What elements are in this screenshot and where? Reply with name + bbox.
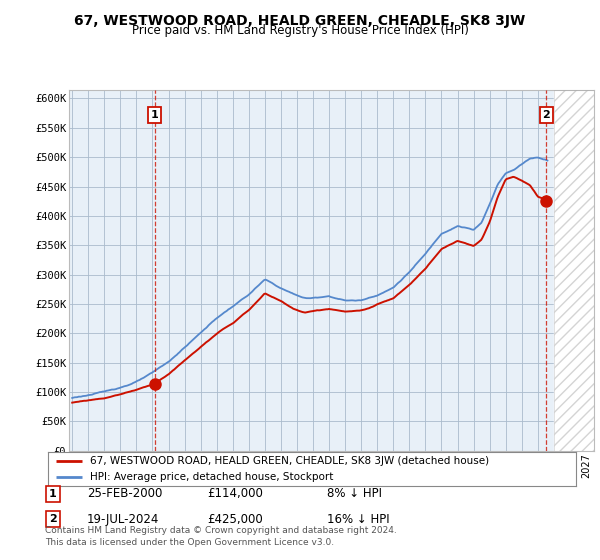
Text: Contains HM Land Registry data © Crown copyright and database right 2024.
This d: Contains HM Land Registry data © Crown c… — [45, 526, 397, 547]
Bar — [554, 90, 594, 451]
Text: 16% ↓ HPI: 16% ↓ HPI — [327, 512, 389, 526]
Text: 2: 2 — [542, 110, 550, 120]
Text: 1: 1 — [49, 489, 56, 499]
Text: 19-JUL-2024: 19-JUL-2024 — [87, 512, 160, 526]
Text: 25-FEB-2000: 25-FEB-2000 — [87, 487, 163, 501]
Bar — [554, 90, 594, 451]
Text: Price paid vs. HM Land Registry's House Price Index (HPI): Price paid vs. HM Land Registry's House … — [131, 24, 469, 36]
Text: 67, WESTWOOD ROAD, HEALD GREEN, CHEADLE, SK8 3JW (detached house): 67, WESTWOOD ROAD, HEALD GREEN, CHEADLE,… — [90, 456, 490, 466]
Text: 8% ↓ HPI: 8% ↓ HPI — [327, 487, 382, 501]
Text: 1: 1 — [151, 110, 158, 120]
Text: 2: 2 — [49, 514, 56, 524]
Text: £114,000: £114,000 — [207, 487, 263, 501]
Text: 67, WESTWOOD ROAD, HEALD GREEN, CHEADLE, SK8 3JW: 67, WESTWOOD ROAD, HEALD GREEN, CHEADLE,… — [74, 14, 526, 28]
Text: £425,000: £425,000 — [207, 512, 263, 526]
Text: HPI: Average price, detached house, Stockport: HPI: Average price, detached house, Stoc… — [90, 472, 334, 482]
